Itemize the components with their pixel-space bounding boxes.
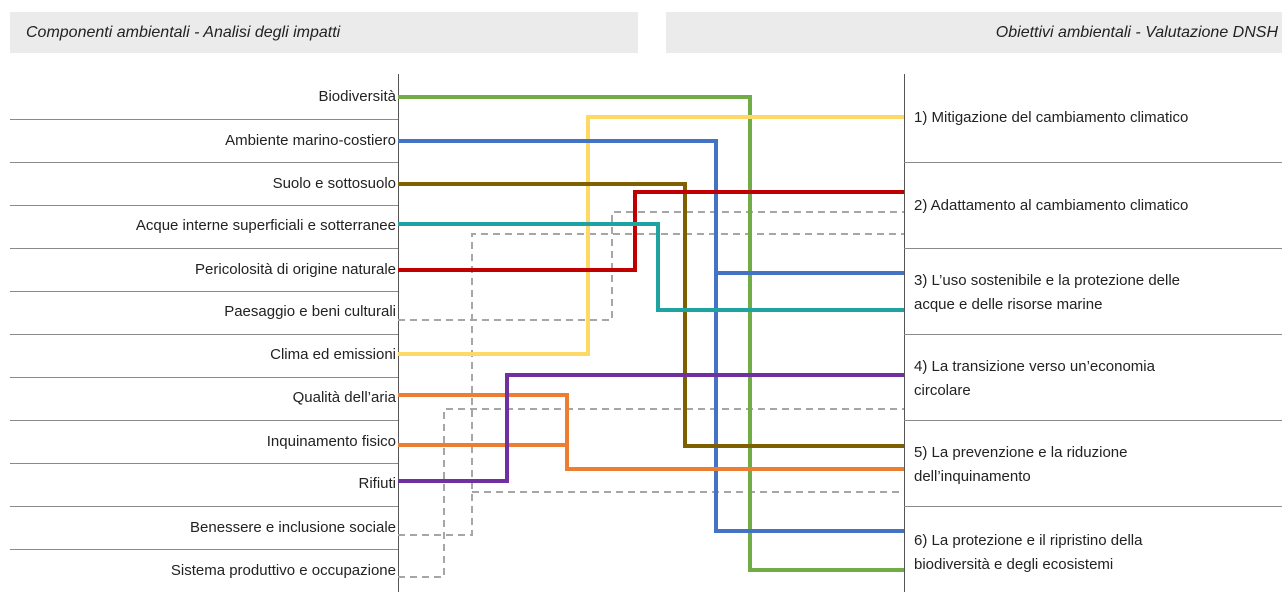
left-separator [10, 506, 398, 507]
component-label-benessere: Benessere e inclusione sociale [190, 519, 396, 536]
objective-4-line1: 4) La transizione verso un’economia [914, 358, 1155, 375]
objective-2-line1: 2) Adattamento al cambiamento climatico [914, 197, 1189, 214]
connector-acque-to-acque [398, 222, 904, 312]
connector-rifiuti-to-economia [398, 373, 904, 483]
left-separator [10, 377, 398, 378]
objective-label-1: 1) Mitigazione del cambiamento climatico [914, 106, 1280, 130]
objective-label-5: 5) La prevenzione e la riduzione dell’in… [914, 441, 1280, 489]
right-axis-line [904, 74, 905, 592]
component-label-pericolosita: Pericolosità di origine naturale [195, 261, 396, 278]
header-left: Componenti ambientali - Analisi degli im… [10, 12, 638, 53]
connector-sistema-to-economia [398, 408, 904, 578]
objective-label-3: 3) L’uso sostenibile e la protezione del… [914, 269, 1280, 317]
left-separator [10, 119, 398, 120]
left-axis-line [398, 74, 399, 592]
objective-5-line1: 5) La prevenzione e la riduzione [914, 444, 1128, 461]
right-separator [904, 162, 1282, 163]
connector-paesaggio-to-adattamento [398, 211, 904, 321]
right-separator [904, 420, 1282, 421]
component-label-biodiversita: Biodiversità [318, 88, 396, 105]
left-separator [10, 549, 398, 550]
header-left-title: Componenti ambientali - Analisi degli im… [26, 23, 341, 41]
component-label-qualita-aria: Qualità dell’aria [292, 389, 396, 406]
connector-benessere-to-adattamento [398, 233, 904, 536]
objective-5-line2: dell’inquinamento [914, 468, 1031, 485]
connector-aria-to-inquinamento [398, 393, 904, 471]
left-separator [10, 248, 398, 249]
component-label-clima: Clima ed emissioni [270, 346, 396, 363]
objective-1-line1: 1) Mitigazione del cambiamento climatico [914, 109, 1189, 126]
component-label-paesaggio: Paesaggio e beni culturali [224, 303, 396, 320]
left-separator [10, 334, 398, 335]
component-label-rifiuti: Rifiuti [358, 475, 396, 492]
objective-4-line2: circolare [914, 382, 971, 399]
component-label-ambiente-marino: Ambiente marino-costiero [225, 132, 396, 149]
connector-clima-to-mitigazione [398, 115, 904, 356]
connector-suolo-to-inquinamento [398, 182, 904, 448]
left-separator [10, 463, 398, 464]
right-separator [904, 248, 1282, 249]
connector-biodiversita-to-protezione [398, 95, 904, 572]
connector-pericolosita-to-adattamento [398, 190, 904, 272]
left-separator [10, 162, 398, 163]
component-label-inquinamento-fisico: Inquinamento fisico [266, 433, 396, 450]
connector-marino-to-protezione [398, 139, 904, 533]
left-separator [10, 205, 398, 206]
header-right: Obiettivi ambientali - Valutazione DNSH [666, 12, 1282, 53]
objective-label-6: 6) La protezione e il ripristino della b… [914, 529, 1280, 577]
objective-3-line2: acque e delle risorse marine [914, 296, 1103, 313]
objective-label-2: 2) Adattamento al cambiamento climatico [914, 194, 1280, 218]
objective-6-line1: 6) La protezione e il ripristino della [914, 532, 1143, 549]
objective-3-line1: 3) L’uso sostenibile e la protezione del… [914, 272, 1181, 289]
right-separator [904, 506, 1282, 507]
left-separator [10, 420, 398, 421]
header-right-title: Obiettivi ambientali - Valutazione DNSH [995, 23, 1278, 41]
objective-label-4: 4) La transizione verso un’economia circ… [914, 355, 1280, 403]
right-separator [904, 334, 1282, 335]
left-separator [10, 291, 398, 292]
component-label-suolo: Suolo e sottosuolo [272, 175, 396, 192]
component-label-sistema-produttivo: Sistema produttivo e occupazione [170, 562, 396, 579]
component-label-acque-interne: Acque interne superficiali e sotterranee [135, 217, 396, 234]
objective-6-line2: biodiversità e degli ecosistemi [914, 556, 1114, 573]
